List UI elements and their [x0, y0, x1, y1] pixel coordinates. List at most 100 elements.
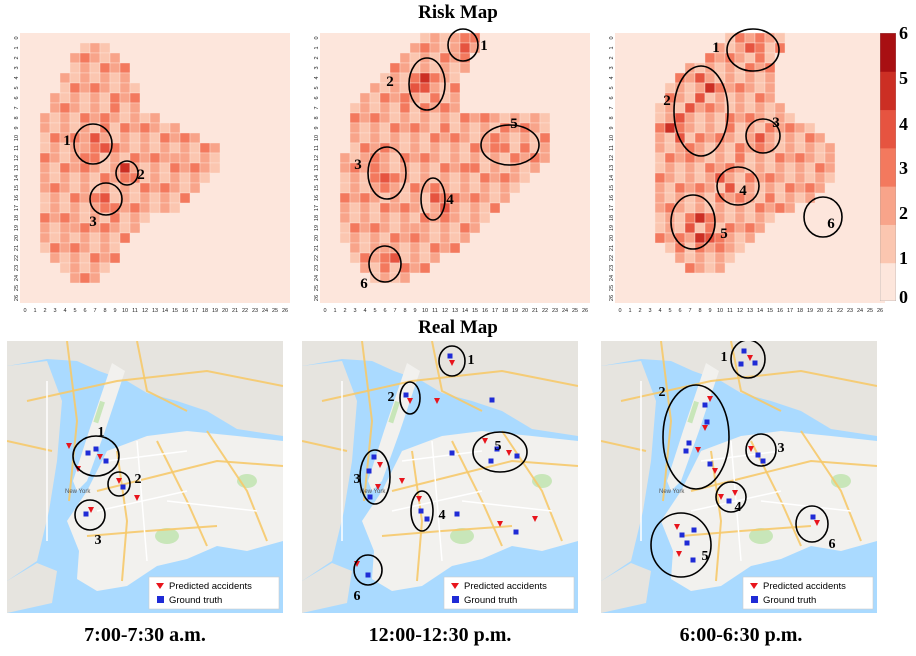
y-tick-label: 0 [609, 36, 615, 39]
heatmap-cell [449, 212, 461, 224]
x-tick-label: 17 [787, 308, 793, 314]
heatmap-cell [119, 132, 131, 144]
heatmap-cell [409, 162, 421, 174]
y-tick-label: 23 [314, 265, 320, 271]
heatmap-cell [409, 172, 421, 184]
heatmap-cell [479, 182, 491, 194]
heatmap-cell [129, 102, 141, 114]
x-tick-label: 2 [43, 308, 46, 314]
hotspot-ellipse [89, 182, 123, 216]
x-tick-label: 6 [678, 308, 681, 314]
heatmap-cell [754, 152, 766, 164]
heatmap-cell [764, 132, 776, 144]
heatmap-cell [419, 222, 431, 234]
heatmap-cell [439, 152, 451, 164]
legend-predicted-label: Predicted accidents [464, 581, 547, 592]
hotspot-number: 1 [721, 350, 728, 365]
heatmap-cell [409, 262, 421, 274]
heatmap-cell [159, 162, 171, 174]
land-west [601, 361, 656, 581]
colorbar-swatch-0 [880, 262, 896, 301]
heatmap-cell [794, 142, 806, 154]
x-tick-label: 4 [363, 308, 366, 314]
heatmap-cell [89, 252, 101, 264]
heatmap-cell [79, 262, 91, 274]
road [96, 459, 283, 492]
heatmap-cell [764, 52, 776, 64]
hotspot-number: 6 [827, 216, 835, 232]
ground-truth-marker [449, 450, 455, 456]
map-legend: Predicted accidents Ground truth [148, 576, 280, 610]
heatmap-cell [349, 142, 361, 154]
heatmap-cell [419, 112, 431, 124]
heatmap-cell [784, 142, 796, 154]
heatmap-cell [159, 182, 171, 194]
heatmap-cell [764, 182, 776, 194]
heatmap-cell [59, 152, 71, 164]
heatmap-cell [359, 92, 371, 104]
heatmap-cell [39, 222, 51, 234]
real-map-evening: New York 1 2 3 4 5 6 Predicted accidents Ground … [601, 341, 877, 613]
heatmap-cell [519, 172, 531, 184]
heatmap-cell [89, 152, 101, 164]
heatmap-cell [399, 232, 411, 244]
x-tick-label: 21 [827, 308, 833, 314]
road [800, 430, 862, 542]
heatmap-cell [49, 182, 61, 194]
heatmap-cell [139, 182, 151, 194]
heatmap-cell [459, 182, 471, 194]
heatmap-cell [69, 212, 81, 224]
heatmap-cell [694, 252, 706, 264]
heatmap-cell [159, 142, 171, 154]
ground-truth-marker [760, 458, 766, 464]
heatmap-cell [409, 122, 421, 134]
legend-predicted-label: Predicted accidents [763, 581, 846, 592]
y-tick-label: 22 [609, 255, 615, 261]
heatmap-cell [359, 182, 371, 194]
heatmap-cell [694, 142, 706, 154]
heatmap-cell [199, 162, 211, 174]
heatmap-cell [59, 212, 71, 224]
heatmap-cell [409, 212, 421, 224]
predicted-accident-marker [506, 450, 512, 456]
heatmap-cell [169, 202, 181, 214]
y-tick-label: 3 [314, 66, 320, 69]
y-tick-label: 17 [14, 205, 20, 211]
heatmap-cell [139, 212, 151, 224]
heatmap-cell [674, 162, 686, 174]
heatmap-cell [379, 162, 391, 174]
heatmap-cell [764, 212, 776, 224]
heatmap-cell [209, 142, 221, 154]
heatmap-cell [79, 162, 91, 174]
heatmap-cell [79, 132, 91, 144]
heatmap-cell [49, 252, 61, 264]
heatmap-cell [39, 242, 51, 254]
heatmap-cell [49, 162, 61, 174]
heatmap-cell [99, 72, 111, 84]
heatmap-cell [49, 122, 61, 134]
heatmap-cell [69, 252, 81, 264]
heatmap-cell [379, 212, 391, 224]
heatmap-cell [69, 192, 81, 204]
heatmap-cell [479, 112, 491, 124]
heatmap-cell [429, 122, 441, 134]
heatmap-cell [189, 132, 201, 144]
heatmap-cell [469, 132, 481, 144]
heatmap-cell [684, 82, 696, 94]
heatmap-cell [429, 232, 441, 244]
heatmap-cell [764, 82, 776, 94]
hotspot-number: 2 [137, 167, 145, 183]
x-tick-label: 18 [202, 308, 208, 314]
heatmap-cell [694, 162, 706, 174]
x-tick-label: 17 [192, 308, 198, 314]
heatmap-cell [149, 152, 161, 164]
y-tick-label: 5 [314, 86, 320, 89]
heatmap-cell [49, 142, 61, 154]
heatmap-cell [694, 122, 706, 134]
heatmap-cell [449, 82, 461, 94]
heatmap-cell [654, 162, 666, 174]
x-tick-label: 3 [648, 308, 651, 314]
ground-truth-marker [741, 348, 747, 354]
y-tick-label: 6 [14, 96, 20, 99]
predicted-accident-marker [712, 468, 718, 474]
